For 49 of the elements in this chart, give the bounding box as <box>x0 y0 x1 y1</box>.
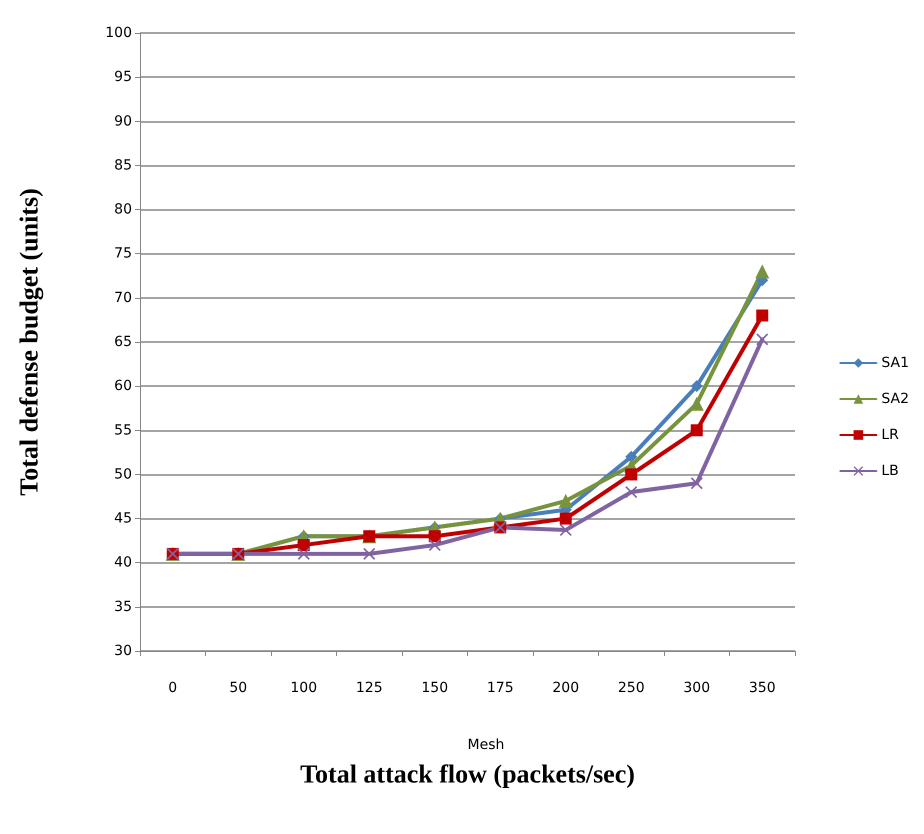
point <box>690 380 703 392</box>
x-tick-label: 175 <box>486 680 514 696</box>
point <box>560 524 572 536</box>
x-tick-label: 200 <box>552 680 580 696</box>
point <box>756 333 768 346</box>
y-tick-label: 100 <box>105 25 132 41</box>
point <box>428 539 441 552</box>
y-tick-label: 75 <box>114 246 132 262</box>
legend-label: SA1 <box>881 355 910 371</box>
point <box>690 477 703 490</box>
point <box>756 310 768 322</box>
point <box>558 494 573 508</box>
y-tick-label: 35 <box>114 598 132 615</box>
y-tick-label: 50 <box>114 466 132 482</box>
point <box>755 264 770 278</box>
y-tick-label: 40 <box>114 554 132 571</box>
y-tick-label: 85 <box>114 157 132 174</box>
point <box>560 512 572 525</box>
point <box>428 530 441 542</box>
point <box>625 486 638 498</box>
y-axis-title: Total defense budget (units) <box>14 188 44 496</box>
text: Mesh <box>468 737 504 753</box>
y-tick-label: 95 <box>114 69 132 86</box>
x-tick-label: 150 <box>421 680 448 696</box>
y-tick-label: 90 <box>114 113 132 130</box>
x-tick-label: 300 <box>683 680 710 696</box>
legend-label: SA2 <box>881 391 910 407</box>
x-tick-label: 0 <box>168 680 178 696</box>
point <box>298 539 310 552</box>
point <box>298 548 310 560</box>
y-tick-label: 65 <box>114 334 132 350</box>
x-tick-label: 250 <box>618 680 645 696</box>
point <box>363 548 376 560</box>
y-tick-label: 45 <box>114 510 132 527</box>
y-tick-label: 60 <box>114 378 132 394</box>
x-tick-label: 50 <box>229 680 248 696</box>
x-axis-title: Total attack flow (packets/sec) <box>300 760 635 788</box>
x-tick-label: 100 <box>290 680 318 696</box>
y-tick-label: 70 <box>114 290 132 306</box>
y-tick-label: 55 <box>114 422 132 438</box>
x-tick-label: 350 <box>748 680 776 696</box>
x-tick-label: 125 <box>356 680 383 696</box>
point <box>690 424 703 436</box>
point <box>625 468 638 480</box>
legend-label: LB <box>881 463 899 479</box>
legend-label: LR <box>881 427 900 443</box>
y-tick-label: 30 <box>114 643 132 659</box>
point <box>625 450 638 463</box>
y-tick-label: 80 <box>114 202 132 218</box>
